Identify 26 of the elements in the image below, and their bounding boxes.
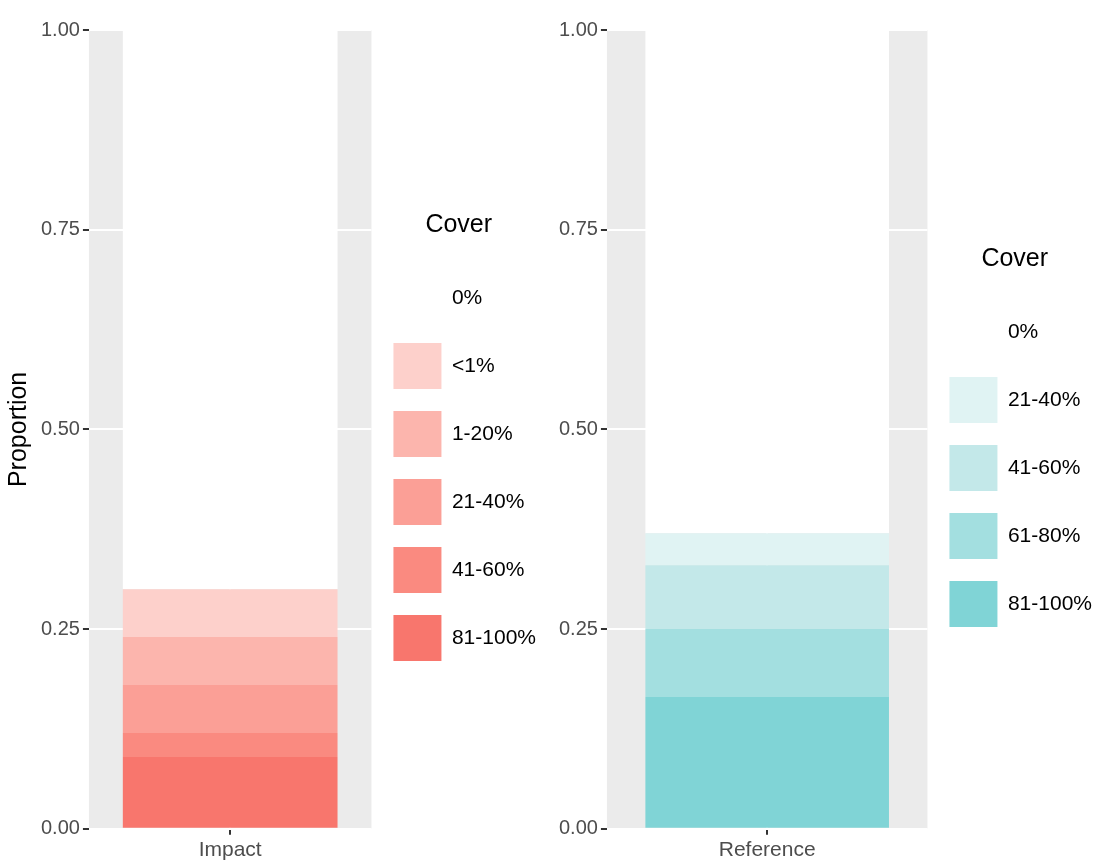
legend-title: Cover: [981, 243, 1049, 272]
y-tick-label: 0.75: [40, 217, 80, 240]
x-tick-label: Impact: [198, 837, 262, 861]
legend-label: 41-60%: [1007, 454, 1081, 478]
legend-label: 1-20%: [451, 420, 513, 444]
y-tick-label: 0.50: [40, 416, 80, 439]
legend-label: <1%: [451, 352, 495, 376]
legend-label: 41-60%: [451, 556, 525, 580]
y-tick-label: 1.00: [558, 17, 598, 40]
legend-label: 81-100%: [1007, 590, 1092, 614]
y-tick-label: 1.00: [40, 17, 80, 40]
y-axis-title: Proportion: [2, 371, 31, 488]
y-tick-label: 0.00: [558, 816, 598, 839]
y-tick-label: 0.25: [40, 616, 80, 639]
y-tick-label: 0.50: [558, 416, 598, 439]
legend-label: 21-40%: [1007, 386, 1081, 410]
text: 0%: [1007, 318, 1039, 342]
legend-label: 61-80%: [1007, 522, 1081, 546]
x-tick-label: Reference: [718, 837, 816, 861]
legend-label: 21-40%: [451, 488, 525, 512]
legend-label: 81-100%: [451, 624, 536, 648]
y-tick-label: 0.00: [40, 816, 80, 839]
legend-title: Cover: [425, 209, 493, 238]
text: 0%: [451, 284, 483, 308]
y-tick-label: 0.25: [558, 616, 598, 639]
y-tick-label: 0.75: [558, 217, 598, 240]
